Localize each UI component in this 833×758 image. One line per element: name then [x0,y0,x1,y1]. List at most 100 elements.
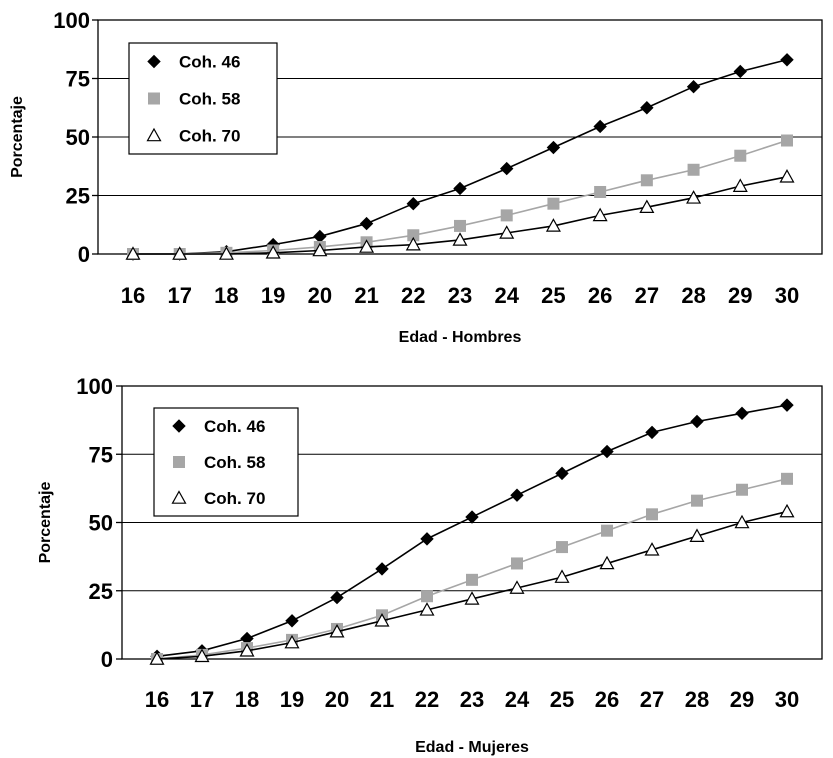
data-point-series-3 [499,225,515,239]
data-point-series-3 [218,246,234,260]
data-point-series-3 [265,245,281,259]
x-tick-label: 26 [595,687,619,712]
x-tick-label: 21 [370,687,394,712]
y-tick-label: 50 [89,511,113,536]
data-point-series-1 [330,590,344,605]
data-point-series-1 [686,79,701,94]
data-point-series-1 [780,398,794,412]
x-tick-label: 17 [190,687,214,712]
data-point-series-3 [779,169,795,183]
data-point-series-2 [594,185,607,198]
data-point-series-3 [464,591,480,605]
data-point-series-3 [686,190,702,204]
data-point-series-3 [374,613,390,627]
data-point-series-1 [420,532,434,546]
data-point-series-3 [554,569,570,583]
data-point-series-3 [405,236,421,251]
legend-marker-1 [172,419,186,433]
x-axis-title: Edad - Mujeres [415,739,529,756]
x-tick-label: 30 [775,283,799,308]
data-point-series-3 [545,218,561,232]
data-point-series-3 [452,232,468,246]
data-point-series-2 [691,494,703,507]
legend-label-2: Coh. 58 [204,453,265,472]
data-point-series-2 [407,229,420,242]
y-tick-label: 25 [66,184,90,209]
x-tick-label: 24 [505,687,530,712]
data-point-series-3 [599,555,615,570]
data-point-series-1 [555,466,569,481]
chart-panel-2: 0 25 50 75 100 16 17 18 19 20 21 22 23 24 25 26 27 28 29 30… [37,374,823,756]
x-tick-label: 24 [494,283,519,308]
legend-label-1: Coh. 46 [179,53,240,72]
data-point-series-1 [690,414,704,429]
x-tick-label: 25 [541,283,565,308]
data-point-series-3 [239,643,255,657]
data-point-series-3 [779,503,795,518]
data-point-series-3 [284,634,300,649]
y-tick-label: 50 [66,125,90,150]
data-point-series-2 [454,219,466,232]
data-point-series-1 [735,406,749,421]
data-point-series-3 [592,207,608,222]
x-tick-label: 28 [681,283,705,308]
chart-panel-1: 0 25 50 75 100 16 17 18 19 20 21 22 23 24 25 26 27 28 29 30… [9,8,823,346]
x-tick-label: 22 [415,687,439,712]
data-point-series-3 [312,242,328,257]
data-point-series-3 [194,648,210,663]
x-tick-label: 28 [685,687,709,712]
x-axis-title: Edad - Hombres [399,329,522,346]
data-point-series-3 [329,623,345,638]
data-point-series-2 [601,524,613,537]
data-point-series-2 [734,149,747,162]
y-tick-label: 75 [89,442,113,467]
data-point-series-2 [421,590,433,603]
x-tick-label: 20 [308,283,332,308]
x-tick-label: 27 [635,283,659,308]
x-tick-label: 19 [280,687,304,712]
x-tick-label: 29 [728,283,752,308]
y-axis-title: Porcentaje [9,96,26,178]
data-point-series-1 [546,140,561,155]
x-tick-label: 26 [588,283,612,308]
x-tick-label: 30 [775,687,799,712]
data-point-series-3 [509,580,525,594]
legend-marker-3 [171,490,187,504]
data-point-series-1 [406,196,420,211]
legend-label-1: Coh. 46 [204,417,265,436]
legend-marker-2 [173,456,185,468]
x-tick-label: 20 [325,687,349,712]
x-tick-label: 25 [550,687,574,712]
data-point-series-1 [733,64,747,79]
y-tick-label: 100 [76,374,113,399]
legend: Coh. 46 Coh. 58 Coh. 70 [153,407,299,517]
data-point-series-1 [500,161,514,176]
legend-label-3: Coh. 70 [204,489,265,508]
data-point-series-1 [465,510,479,524]
x-tick-label: 18 [214,283,238,308]
data-point-series-1 [453,181,467,196]
y-tick-label: 25 [89,579,113,604]
data-point-series-1 [593,119,607,134]
legend-marker-1 [147,54,161,69]
data-point-series-3 [172,246,188,260]
x-tick-label: 21 [354,283,378,308]
legend-marker-3 [146,127,162,142]
data-point-series-3 [644,542,660,556]
data-point-series-1 [285,614,299,628]
data-point-series-1 [645,425,659,440]
data-point-series-2 [781,472,793,485]
data-point-series-1 [600,444,614,459]
legend-label-2: Coh. 58 [179,90,240,109]
data-point-series-2 [547,197,560,210]
x-tick-label: 19 [261,283,285,308]
data-point-series-2 [466,573,478,586]
x-tick-label: 23 [460,687,484,712]
x-tick-label: 16 [121,283,145,308]
x-tick-label: 27 [640,687,664,712]
data-point-series-2 [640,174,653,187]
legend-marker-2 [148,92,160,105]
data-point-series-3 [359,239,375,253]
y-tick-label: 75 [66,67,90,92]
